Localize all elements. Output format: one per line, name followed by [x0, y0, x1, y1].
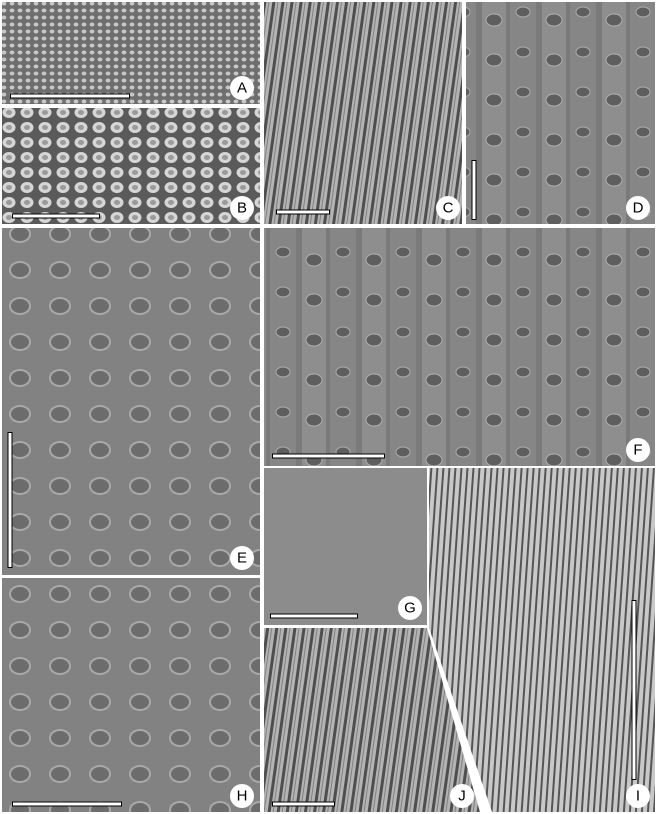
panel-label: A	[237, 80, 247, 97]
micrograph-panel	[466, 2, 655, 224]
micrograph-panel	[264, 228, 655, 466]
label-badge	[626, 784, 650, 808]
label-badge	[230, 196, 254, 220]
panel-label: G	[404, 600, 416, 617]
micrograph-panel	[2, 228, 260, 575]
panel-label: F	[633, 442, 642, 459]
label-badge	[626, 196, 650, 220]
micrograph-panel	[2, 578, 260, 812]
label-badge	[436, 196, 460, 220]
panel-label: I	[636, 788, 640, 805]
label-badge	[398, 596, 422, 620]
label-badge	[230, 784, 254, 808]
panel-label: J	[458, 788, 466, 805]
panel-label: D	[633, 200, 644, 217]
micrograph-panel	[429, 468, 655, 812]
label-badge	[450, 784, 474, 808]
panel-label: B	[237, 200, 247, 217]
label-badge	[626, 438, 650, 462]
panel-label: E	[237, 550, 247, 567]
micrograph-panel	[264, 2, 462, 224]
panel-label: C	[443, 200, 454, 217]
micrograph-panel	[2, 108, 260, 224]
micrograph-panel	[2, 2, 260, 104]
micrograph-panel	[264, 468, 427, 625]
label-badge	[230, 546, 254, 570]
micrograph-panel	[264, 628, 480, 812]
panel-label: H	[237, 788, 248, 805]
label-badge	[230, 76, 254, 100]
